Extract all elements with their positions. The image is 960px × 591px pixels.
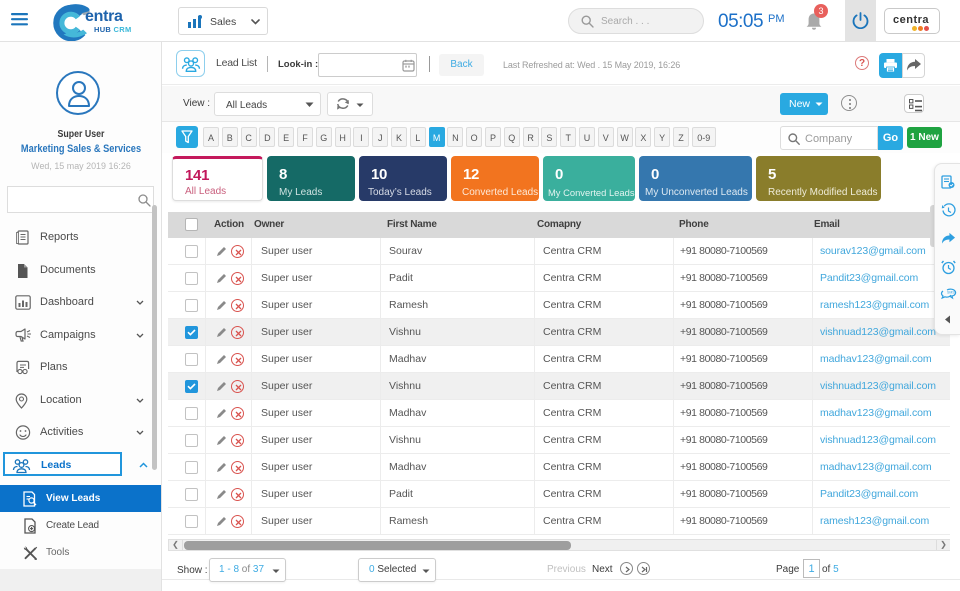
svg-text:SMS: SMS — [947, 291, 955, 295]
